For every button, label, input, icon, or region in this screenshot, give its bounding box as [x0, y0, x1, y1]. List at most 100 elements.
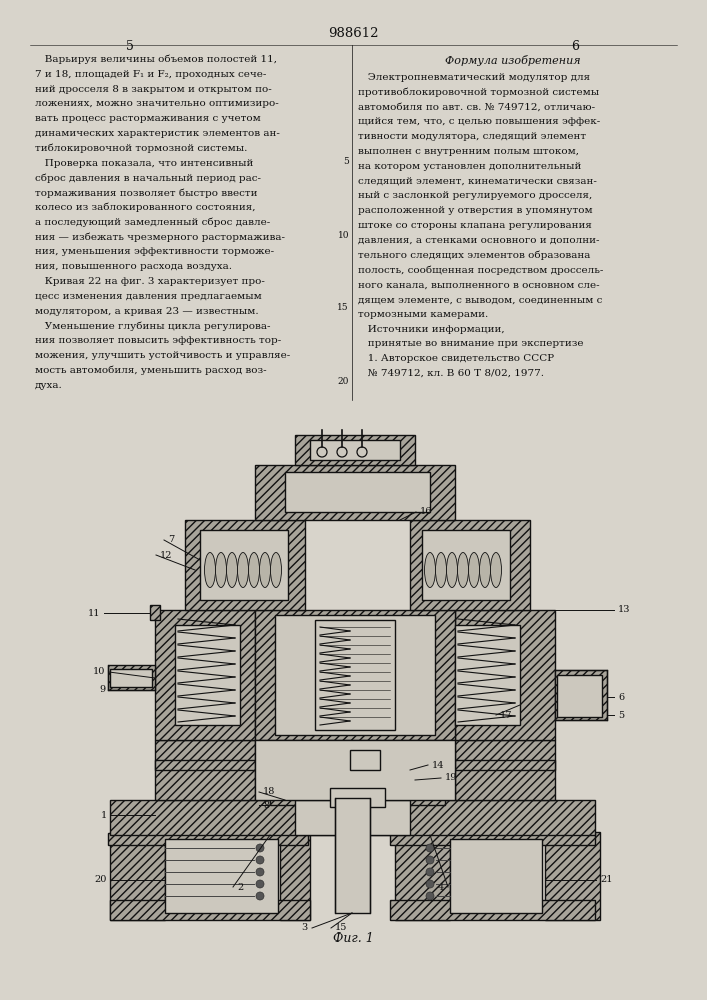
Text: 20: 20 — [95, 876, 107, 884]
Text: ния, уменьшения эффективности торможе-: ния, уменьшения эффективности торможе- — [35, 247, 274, 256]
Ellipse shape — [436, 552, 447, 587]
Bar — [395, 832, 450, 920]
Text: динамических характеристик элементов ан-: динамических характеристик элементов ан- — [35, 129, 280, 138]
Text: Фиг. 1: Фиг. 1 — [332, 932, 373, 944]
Bar — [385, 790, 445, 805]
Ellipse shape — [238, 552, 248, 587]
Text: модулятором, а кривая 23 — известным.: модулятором, а кривая 23 — известным. — [35, 307, 259, 316]
Bar — [275, 615, 435, 735]
Text: Уменьшение глубины цикла регулирова-: Уменьшение глубины цикла регулирова- — [35, 321, 271, 331]
Circle shape — [426, 880, 434, 888]
Text: ний дросселя 8 в закрытом и открытом по-: ний дросселя 8 в закрытом и открытом по- — [35, 85, 271, 94]
Text: 988612: 988612 — [328, 27, 378, 40]
Circle shape — [426, 856, 434, 864]
Text: 11: 11 — [88, 608, 100, 617]
Bar — [545, 832, 600, 920]
Bar — [390, 900, 595, 920]
Bar — [110, 900, 310, 920]
Bar — [335, 798, 370, 913]
Text: 6: 6 — [618, 692, 624, 702]
Bar — [295, 435, 415, 465]
Text: автомобиля по авт. св. № 749712, отличаю-: автомобиля по авт. св. № 749712, отличаю… — [358, 103, 595, 112]
Ellipse shape — [216, 552, 226, 587]
Text: противоблокировочной тормозной системы: противоблокировочной тормозной системы — [358, 88, 599, 97]
Bar — [557, 675, 602, 717]
Bar — [155, 740, 255, 800]
Text: 19: 19 — [445, 774, 457, 782]
Text: 5: 5 — [343, 156, 349, 165]
Bar — [285, 472, 430, 512]
Text: 15: 15 — [337, 304, 349, 312]
Bar — [108, 833, 308, 845]
Bar — [185, 520, 305, 610]
Bar — [255, 465, 455, 520]
Circle shape — [256, 868, 264, 876]
Text: № 749712, кл. В 60 Т 8/02, 1977.: № 749712, кл. В 60 Т 8/02, 1977. — [358, 369, 544, 378]
Text: 10: 10 — [337, 231, 349, 239]
Bar — [315, 620, 395, 730]
Bar — [295, 800, 410, 835]
Bar — [390, 833, 595, 845]
Text: щийся тем, что, с целью повышения эффек-: щийся тем, что, с целью повышения эффек- — [358, 117, 600, 126]
Text: 9: 9 — [99, 686, 105, 694]
Bar — [110, 800, 595, 835]
Text: духа.: духа. — [35, 381, 63, 390]
Text: сброс давления в начальный период рас-: сброс давления в начальный период рас- — [35, 173, 261, 183]
Bar — [310, 440, 400, 460]
Circle shape — [357, 447, 367, 457]
Text: полость, сообщенная посредством дроссель-: полость, сообщенная посредством дроссель… — [358, 265, 603, 275]
Text: 6: 6 — [571, 40, 579, 53]
Text: 8: 8 — [263, 800, 269, 810]
Bar — [340, 750, 348, 772]
Bar — [455, 610, 555, 740]
Text: можения, улучшить устойчивость и управляе-: можения, улучшить устойчивость и управля… — [35, 351, 291, 360]
Text: мость автомобиля, уменьшить расход воз-: мость автомобиля, уменьшить расход воз- — [35, 366, 267, 375]
Text: 4: 4 — [438, 882, 444, 892]
Ellipse shape — [491, 552, 501, 587]
Circle shape — [426, 844, 434, 852]
Text: 7 и 18, площадей F₁ и F₂, проходных сече-: 7 и 18, площадей F₁ и F₂, проходных сече… — [35, 70, 267, 79]
Text: 7: 7 — [168, 536, 174, 544]
Text: 1. Авторское свидетельство СССР: 1. Авторское свидетельство СССР — [358, 354, 554, 363]
Bar — [255, 740, 455, 800]
Text: 13: 13 — [618, 605, 631, 614]
Text: 16: 16 — [420, 508, 433, 516]
Ellipse shape — [226, 552, 238, 587]
Bar — [555, 670, 607, 720]
Circle shape — [256, 856, 264, 864]
Bar — [280, 832, 310, 920]
Text: тормозными камерами.: тормозными камерами. — [358, 310, 489, 319]
Bar — [455, 740, 555, 800]
Bar — [155, 760, 255, 770]
Text: Проверка показала, что интенсивный: Проверка показала, что интенсивный — [35, 159, 253, 168]
Bar — [375, 750, 383, 772]
Text: ния, повышенного расхода воздуха.: ния, повышенного расхода воздуха. — [35, 262, 232, 271]
Text: 18: 18 — [263, 788, 275, 796]
Text: тельного следящих элементов образована: тельного следящих элементов образована — [358, 251, 590, 260]
Text: 15: 15 — [335, 924, 347, 932]
Text: тивности модулятора, следящий элемент: тивности модулятора, следящий элемент — [358, 132, 586, 141]
Circle shape — [256, 880, 264, 888]
Text: тормаживания позволяет быстро ввести: тормаживания позволяет быстро ввести — [35, 188, 257, 198]
Text: 20: 20 — [338, 377, 349, 386]
Text: 14: 14 — [432, 760, 445, 770]
Ellipse shape — [248, 552, 259, 587]
Bar — [455, 625, 520, 725]
Text: 17: 17 — [500, 710, 513, 720]
Text: давления, а стенками основного и дополни-: давления, а стенками основного и дополни… — [358, 236, 600, 245]
Circle shape — [426, 892, 434, 900]
Bar — [450, 839, 542, 913]
Text: Электропневматический модулятор для: Электропневматический модулятор для — [358, 73, 590, 82]
Circle shape — [256, 844, 264, 852]
Ellipse shape — [469, 552, 479, 587]
Text: принятые во внимание при экспертизе: принятые во внимание при экспертизе — [358, 339, 583, 348]
Text: вать процесс растормаживания с учетом: вать процесс растормаживания с учетом — [35, 114, 261, 123]
Text: выполнен с внутренним полым штоком,: выполнен с внутренним полым штоком, — [358, 147, 579, 156]
Text: 12: 12 — [160, 550, 173, 560]
Text: 2: 2 — [237, 882, 243, 892]
Text: ного канала, выполненного в основном сле-: ного канала, выполненного в основном сле… — [358, 280, 600, 289]
Text: 21: 21 — [600, 876, 612, 884]
Circle shape — [426, 868, 434, 876]
Text: ния позволяет повысить эффективность тор-: ния позволяет повысить эффективность тор… — [35, 336, 281, 345]
Text: ложениях, можно значительно оптимизиро-: ложениях, можно значительно оптимизиро- — [35, 99, 279, 108]
